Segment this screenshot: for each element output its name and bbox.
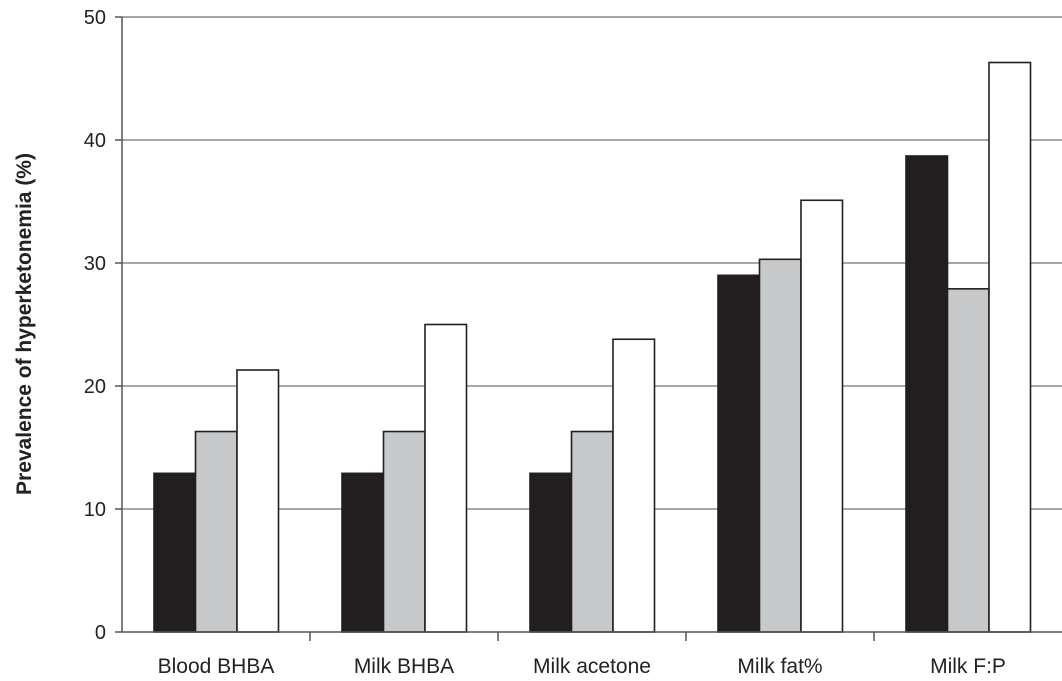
x-tick-label: Milk fat%: [737, 655, 822, 678]
y-tick-label: 30: [84, 253, 106, 275]
x-tick-label: Milk F:P: [930, 655, 1006, 678]
axes: [115, 16, 1062, 641]
bars: [153, 61, 1032, 633]
bar: [236, 369, 280, 633]
bar: [529, 472, 573, 633]
bar: [612, 338, 656, 633]
y-tick-label: 40: [84, 130, 106, 152]
bar: [424, 323, 468, 633]
bar: [153, 472, 197, 633]
bar: [988, 61, 1032, 633]
bar: [341, 472, 385, 633]
y-tick-label: 50: [84, 7, 106, 29]
bar: [570, 430, 614, 633]
bar: [758, 258, 802, 633]
axis-labels: 0 10 20 30 40 50 Blood BHBA Milk BHBA Milk aceto…: [84, 7, 1006, 678]
y-tick-label: 0: [95, 622, 106, 644]
x-tick-label: Milk BHBA: [354, 655, 454, 678]
bar: [717, 274, 761, 633]
x-tick-label: Blood BHBA: [158, 655, 275, 678]
y-tick-label: 10: [84, 499, 106, 521]
bar: [946, 288, 990, 633]
y-tick-label: 20: [84, 376, 106, 398]
bar: [382, 430, 426, 633]
x-tick-label: Milk acetone: [533, 655, 651, 678]
bar: [800, 199, 844, 633]
y-axis-title: Prevalence of hyperketonemia (%): [13, 153, 36, 495]
bar: [194, 430, 238, 633]
bar: [905, 155, 949, 633]
